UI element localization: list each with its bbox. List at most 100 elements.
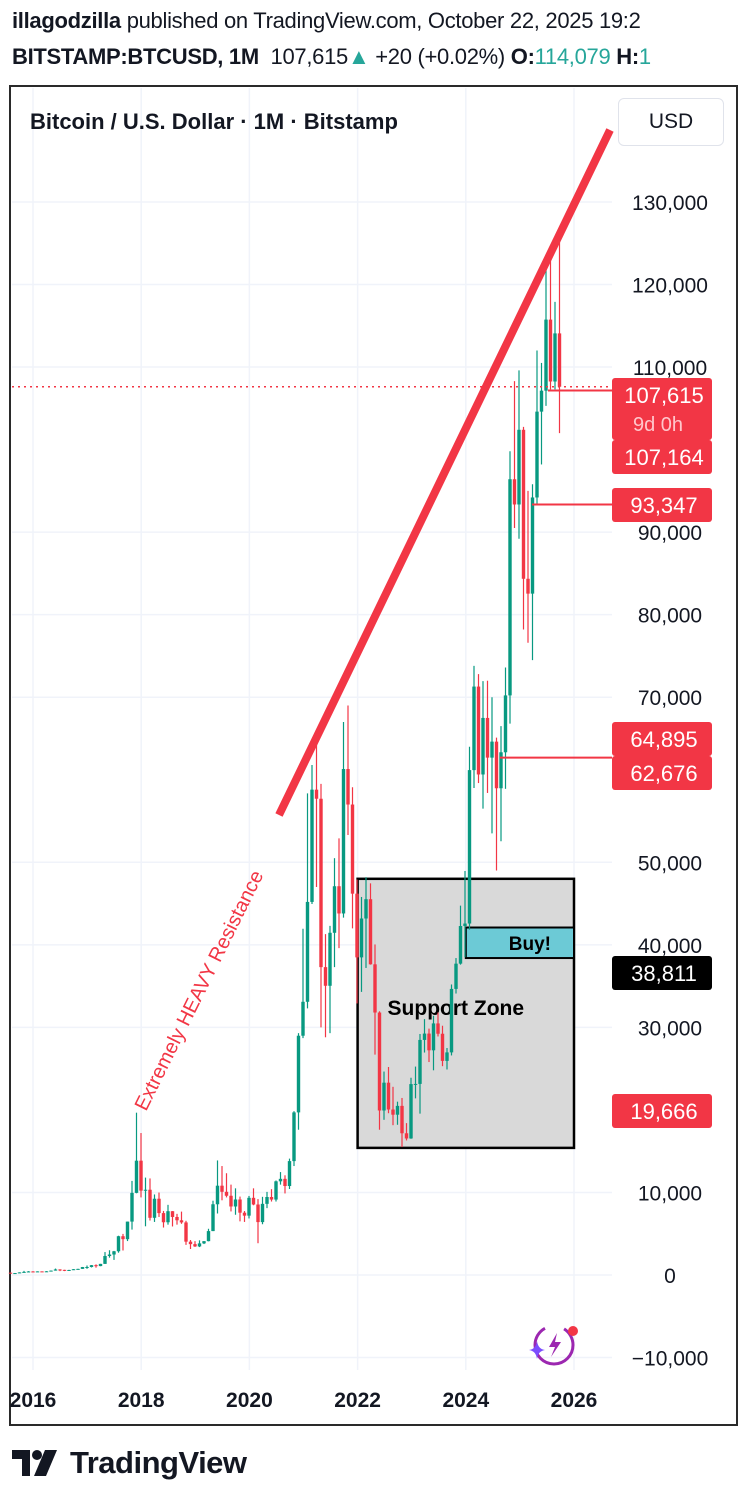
candle-body [395,1105,400,1115]
candle [292,1111,296,1167]
candle-body [557,333,562,387]
price-chart[interactable]: Support Zone Buy! Extremely HEAVY Resista… [0,0,748,1430]
candle [512,381,517,529]
candle-body [368,899,373,965]
candle [467,746,472,930]
candle-body [188,1241,193,1245]
price-label-bg [612,956,712,990]
candle-body [467,770,472,924]
candle-body [350,804,355,894]
candle-body [382,1082,386,1111]
grid [12,88,612,1370]
price-labels: 107,615 9d 0h 107,164 93,347 64,895 62,676 38,… [612,378,712,1128]
candle-body [301,1001,305,1036]
candle [94,1264,98,1268]
y-tick-label: 120,000 [632,275,708,298]
candle [553,301,557,390]
candle [463,870,467,958]
candle [287,1158,292,1189]
candle-body [175,1216,179,1221]
symbol: BITSTAMP:BTCUSD, 1M [12,44,259,69]
candle [202,1241,206,1245]
candle-body [166,1211,170,1223]
candle-body [553,333,557,382]
candle [494,737,499,871]
y-tick-label: −10,000 [632,1348,709,1371]
candle [220,1166,224,1201]
candle-body [292,1112,296,1162]
candle [490,697,494,834]
y-tick-label: 0 [664,1265,676,1288]
candle [134,1112,139,1194]
author[interactable]: illagodzilla [12,8,121,33]
candle-body [490,741,494,758]
candle [17,1272,22,1274]
candle-body [215,1185,220,1205]
candle-body [445,1052,449,1061]
candle [314,739,319,888]
resistance-label: Extremely HEAVY Resistance [131,867,268,1114]
candle [125,1221,130,1242]
candle [305,793,310,1009]
candle-body [242,1212,247,1216]
x-tick-label: 2024 [442,1389,489,1412]
candle [418,1033,422,1114]
candle-body [535,411,539,498]
y-tick-label: 130,000 [632,192,708,215]
chart-title: Bitcoin / U.S. Dollar · 1M · Bitstamp [30,109,398,134]
candle [296,1033,301,1130]
price-label-text: 93,347 [630,493,697,518]
candle-body [31,1271,35,1273]
candle [184,1220,188,1245]
candle-body [508,479,512,696]
candle [35,1271,40,1273]
published-text: published on TradingView.com, October 22… [126,8,641,33]
candle-body [283,1178,287,1187]
price-label-bg [612,378,712,440]
candle-body [278,1178,283,1182]
candle [112,1250,116,1260]
price-label: 19,666 [612,1094,712,1128]
candle [517,370,521,539]
candle-body [179,1220,184,1223]
candle [251,1188,256,1206]
candle [13,1272,17,1275]
candle-body [67,1269,71,1271]
candle-body [503,695,508,753]
candle [215,1160,220,1214]
price-label: 62,676 [612,756,712,790]
candle-body [274,1181,278,1200]
y-tick-label: 110,000 [633,357,707,380]
candle-body [319,798,323,968]
candle [107,1250,112,1258]
candle-body [143,1189,148,1191]
candle-body [13,1273,17,1275]
assistant-icon[interactable] [529,1324,578,1366]
support-zone-label: Support Zone [388,997,524,1020]
candle [431,1015,436,1071]
x-tick-label: 2020 [226,1389,273,1412]
currency-button[interactable]: USD [618,98,724,146]
candle-body [89,1265,94,1267]
candle [256,1199,260,1244]
candle [80,1266,85,1269]
candle-body [499,752,503,789]
candle-body [71,1269,76,1271]
candle-body [44,1271,49,1273]
candle [350,787,355,929]
price-label-text: 62,676 [630,761,697,786]
candle-body [328,932,332,986]
open-value: 114,079 [534,44,611,69]
candle-body [440,1033,445,1061]
x-tick-label: 2016 [10,1389,57,1412]
y-axis: 130,000 120,000 110,000 90,000 80,000 70,000 5… [632,192,709,1371]
candle [188,1240,193,1249]
publish-info: illagodzilla published on TradingView.co… [12,8,641,34]
buy-label: Buy! [509,934,551,955]
candle-body [103,1256,107,1264]
candle-body [521,429,526,579]
candle-body [139,1160,143,1191]
candle [440,1025,445,1067]
candle [247,1195,251,1219]
tradingview-logo[interactable]: TradingView [12,1445,247,1481]
